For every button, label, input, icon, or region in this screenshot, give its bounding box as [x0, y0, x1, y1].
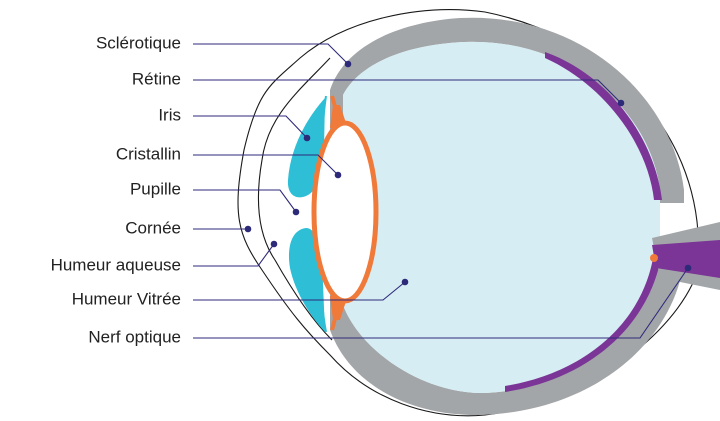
optic-disc [650, 254, 658, 262]
label-humeur-vitree: Humeur Vitrée [72, 289, 181, 308]
label-retine: Rétine [132, 69, 181, 88]
sclera [330, 17, 684, 416]
leader-pupille [193, 189, 297, 213]
leader-dots [244, 60, 692, 286]
leader-retine [193, 79, 622, 104]
optic-nerve [650, 222, 720, 290]
lens-body [311, 120, 379, 304]
label-nerf-optique: Nerf optique [88, 327, 181, 346]
leader-lines [193, 43, 689, 339]
label-humeur-aqueuse: Humeur aqueuse [51, 255, 181, 274]
dot-iris [303, 134, 311, 142]
dot-sclerotique [344, 60, 352, 68]
dot-nerf-optique [684, 264, 692, 272]
dot-cornee [244, 225, 252, 233]
dot-cristallin [334, 171, 342, 179]
lens [311, 95, 379, 331]
optic-nerve-core [652, 240, 720, 278]
lens-zonule-line-top [330, 95, 338, 111]
vitreous-body [343, 41, 660, 393]
leader-sclerotique [193, 43, 349, 65]
leader-humeur-aqueuse [193, 243, 275, 267]
dot-retine [617, 99, 625, 107]
leader-humeur-vitree [193, 281, 406, 301]
leader-iris [193, 115, 308, 139]
dot-humeur-vitree [401, 278, 409, 286]
label-cristallin: Cristallin [116, 144, 181, 163]
label-iris: Iris [158, 105, 181, 124]
dot-pupille [292, 208, 300, 216]
leader-cristallin [193, 154, 339, 176]
label-pupille: Pupille [130, 179, 181, 198]
label-cornee: Cornée [125, 218, 181, 237]
lens-zonule-line-bottom [330, 314, 338, 331]
retina-lower [505, 252, 662, 392]
leader-nerf-optique [193, 267, 689, 339]
dot-humeur-aqueuse [270, 240, 278, 248]
label-sclerotique: Sclérotique [96, 33, 181, 52]
